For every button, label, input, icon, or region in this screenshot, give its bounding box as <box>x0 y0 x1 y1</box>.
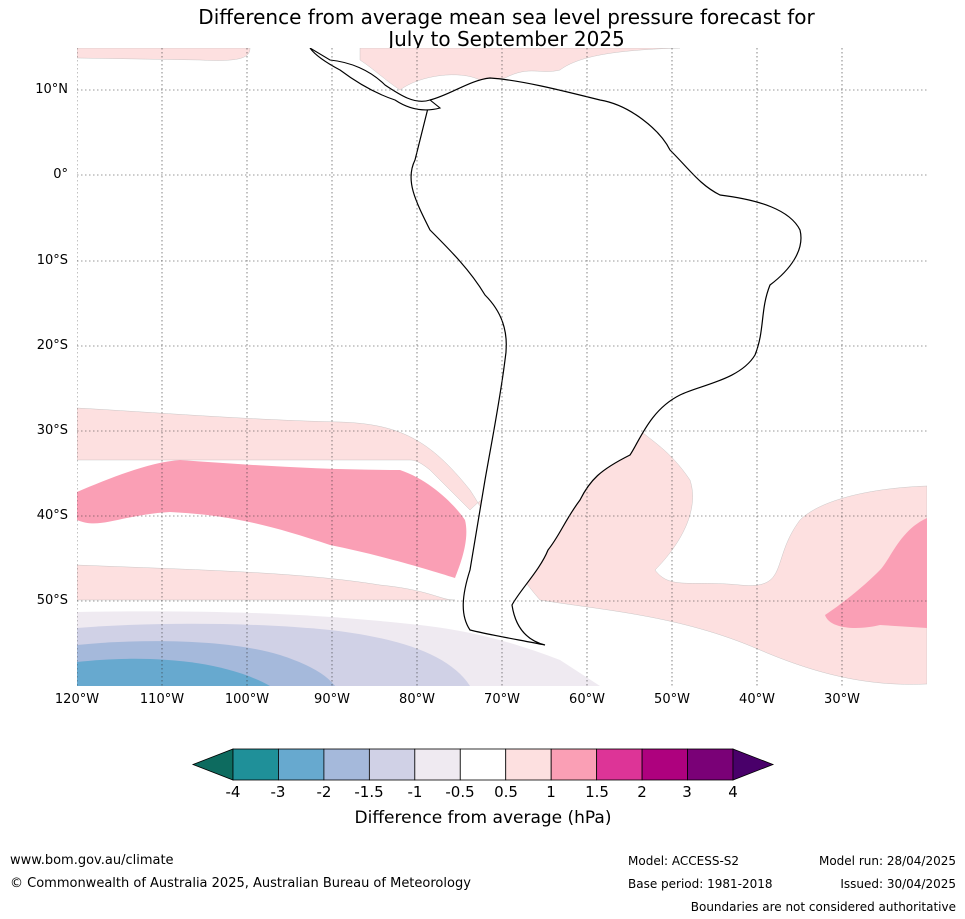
footer-issued: Issued: 30/04/2025 <box>840 877 956 891</box>
lat-label-20s: 20°S <box>36 338 68 353</box>
pressure-anomaly-map <box>77 48 927 686</box>
footer-url: www.bom.gov.au/climate <box>10 853 174 868</box>
lat-label-0: 0° <box>53 167 68 182</box>
colorbar-segment <box>232 748 279 781</box>
lon-label-50w: 50°W <box>654 692 690 707</box>
colorbar-segment <box>505 748 552 781</box>
colorbar-tick: -3 <box>270 783 286 801</box>
map-title-line2: July to September 2025 <box>388 27 625 51</box>
lat-label-50s: 50°S <box>36 593 68 608</box>
anomaly-region-pos-1-pacific <box>77 460 467 578</box>
lat-label-10n: 10°N <box>35 82 68 97</box>
footer-base-period: Base period: 1981-2018 <box>628 877 773 891</box>
lon-label-70w: 70°W <box>484 692 520 707</box>
anomaly-region-pos-1-atlantic <box>825 518 927 628</box>
central-america-landmass <box>309 48 442 111</box>
colorbar-label: Difference from average (hPa) <box>354 808 612 828</box>
colorbar-segment <box>641 748 688 781</box>
anomaly-region-pos-0p5-north <box>77 48 681 91</box>
lon-label-40w: 40°W <box>739 692 775 707</box>
lat-label-40s: 40°S <box>36 508 68 523</box>
colorbar-tick: -1.5 <box>354 783 384 801</box>
lon-label-80w: 80°W <box>399 692 435 707</box>
colorbar-tick: -0.5 <box>445 783 475 801</box>
colorbar-segment <box>596 748 643 781</box>
colorbar-segment <box>323 748 370 781</box>
colorbar-segment <box>414 748 461 781</box>
footer-model: Model: ACCESS-S2 <box>628 854 740 868</box>
colorbar-tick: -1 <box>407 783 423 801</box>
lat-label-10s: 10°S <box>36 253 68 268</box>
colorbar-segment <box>278 748 325 781</box>
colorbar-tick: 1.5 <box>585 783 609 801</box>
south-america-landmass <box>410 77 802 646</box>
colorbar-segment <box>550 748 598 781</box>
colorbar-extend-high <box>732 748 775 781</box>
footer-model-run: Model run: 28/04/2025 <box>818 854 956 868</box>
colorbar-segment <box>459 748 507 781</box>
colorbar-tick: -2 <box>316 783 332 801</box>
lon-label-30w: 30°W <box>824 692 860 707</box>
lon-label-90w: 90°W <box>314 692 350 707</box>
colorbar-segment <box>687 748 734 781</box>
colorbar-extend-low <box>191 748 234 781</box>
colorbar-tick: -4 <box>225 783 241 801</box>
colorbar-tick: 4 <box>728 783 738 801</box>
footer-disclaimer: Boundaries are not considered authoritat… <box>690 900 956 914</box>
lon-label-60w: 60°W <box>569 692 605 707</box>
lon-label-110w: 110°W <box>139 692 185 707</box>
map-title-line1: Difference from average mean sea level p… <box>198 5 815 29</box>
colorbar-tick: 0.5 <box>494 783 518 801</box>
footer-copyright: © Commonwealth of Australia 2025, Austra… <box>10 876 471 891</box>
graticule <box>77 48 927 686</box>
lon-label-100w: 100°W <box>224 692 270 707</box>
anomaly-region-neg-2 <box>77 658 270 686</box>
lat-label-30s: 30°S <box>36 423 68 438</box>
colorbar-segment <box>368 748 416 781</box>
colorbar-tick: 2 <box>637 783 647 801</box>
colorbar-tick: 3 <box>682 783 692 801</box>
colorbar-tick: 1 <box>546 783 556 801</box>
lon-label-120w: 120°W <box>54 692 100 707</box>
